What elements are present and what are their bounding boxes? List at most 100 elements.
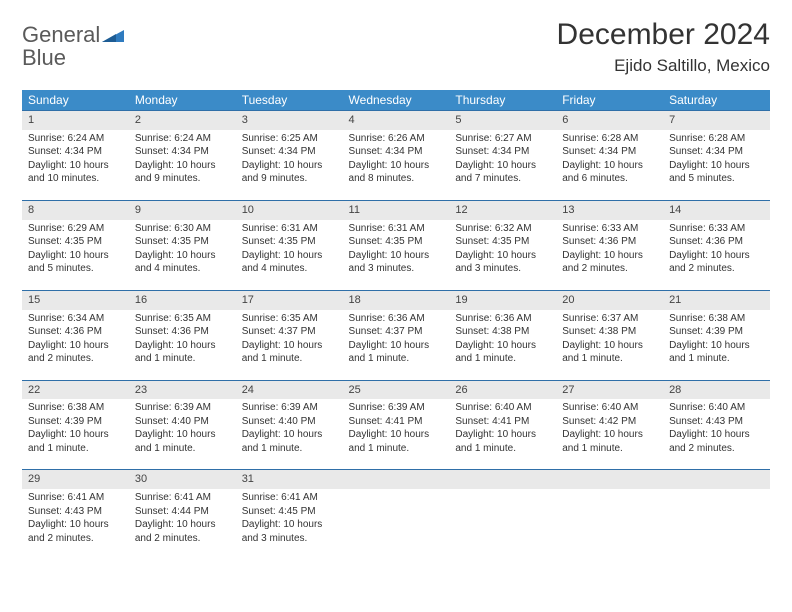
day-content: Sunrise: 6:33 AMSunset: 4:36 PMDaylight:… <box>556 220 663 284</box>
day-number: 6 <box>556 110 663 130</box>
day-cell: 18Sunrise: 6:36 AMSunset: 4:37 PMDayligh… <box>343 290 450 374</box>
daylight-text: Daylight: 10 hours and 3 minutes. <box>242 518 337 545</box>
day-number: 20 <box>556 290 663 310</box>
day-content: Sunrise: 6:38 AMSunset: 4:39 PMDaylight:… <box>22 399 129 463</box>
daylight-text: Daylight: 10 hours and 1 minute. <box>455 339 550 366</box>
sunset-text: Sunset: 4:36 PM <box>135 325 230 339</box>
day-content: Sunrise: 6:39 AMSunset: 4:40 PMDaylight:… <box>236 399 343 463</box>
sunrise-text: Sunrise: 6:31 AM <box>242 222 337 236</box>
sunrise-text: Sunrise: 6:37 AM <box>562 312 657 326</box>
day-cell: 23Sunrise: 6:39 AMSunset: 4:40 PMDayligh… <box>129 380 236 464</box>
day-header-row: Sunday Monday Tuesday Wednesday Thursday… <box>22 90 770 110</box>
daylight-text: Daylight: 10 hours and 1 minute. <box>135 339 230 366</box>
day-number: 13 <box>556 200 663 220</box>
day-content: Sunrise: 6:39 AMSunset: 4:40 PMDaylight:… <box>129 399 236 463</box>
daylight-text: Daylight: 10 hours and 4 minutes. <box>135 249 230 276</box>
day-cell: 15Sunrise: 6:34 AMSunset: 4:36 PMDayligh… <box>22 290 129 374</box>
sunset-text: Sunset: 4:34 PM <box>28 145 123 159</box>
daylight-text: Daylight: 10 hours and 4 minutes. <box>242 249 337 276</box>
sunset-text: Sunset: 4:35 PM <box>28 235 123 249</box>
day-number: 30 <box>129 469 236 489</box>
sunset-text: Sunset: 4:34 PM <box>349 145 444 159</box>
sunset-text: Sunset: 4:42 PM <box>562 415 657 429</box>
sunset-text: Sunset: 4:38 PM <box>455 325 550 339</box>
sunset-text: Sunset: 4:36 PM <box>669 235 764 249</box>
day-cell: 20Sunrise: 6:37 AMSunset: 4:38 PMDayligh… <box>556 290 663 374</box>
day-cell: 7Sunrise: 6:28 AMSunset: 4:34 PMDaylight… <box>663 110 770 194</box>
day-cell: 10Sunrise: 6:31 AMSunset: 4:35 PMDayligh… <box>236 200 343 284</box>
daylight-text: Daylight: 10 hours and 1 minute. <box>562 428 657 455</box>
day-number: 4 <box>343 110 450 130</box>
daylight-text: Daylight: 10 hours and 1 minute. <box>242 339 337 366</box>
day-number: 27 <box>556 380 663 400</box>
sunrise-text: Sunrise: 6:32 AM <box>455 222 550 236</box>
sunrise-text: Sunrise: 6:36 AM <box>349 312 444 326</box>
sunrise-text: Sunrise: 6:29 AM <box>28 222 123 236</box>
daylight-text: Daylight: 10 hours and 1 minute. <box>349 339 444 366</box>
daylight-text: Daylight: 10 hours and 2 minutes. <box>562 249 657 276</box>
day-number: 21 <box>663 290 770 310</box>
day-number: 7 <box>663 110 770 130</box>
sunset-text: Sunset: 4:43 PM <box>669 415 764 429</box>
sunrise-text: Sunrise: 6:24 AM <box>28 132 123 146</box>
sunset-text: Sunset: 4:41 PM <box>455 415 550 429</box>
day-number: 14 <box>663 200 770 220</box>
sunrise-text: Sunrise: 6:35 AM <box>242 312 337 326</box>
day-number: 9 <box>129 200 236 220</box>
daylight-text: Daylight: 10 hours and 2 minutes. <box>669 249 764 276</box>
header: General Blue December 2024 Ejido Saltill… <box>22 18 770 76</box>
day-number: 8 <box>22 200 129 220</box>
daylight-text: Daylight: 10 hours and 2 minutes. <box>669 428 764 455</box>
week-row: 29Sunrise: 6:41 AMSunset: 4:43 PMDayligh… <box>22 469 770 553</box>
sunset-text: Sunset: 4:40 PM <box>135 415 230 429</box>
sunset-text: Sunset: 4:35 PM <box>242 235 337 249</box>
sunrise-text: Sunrise: 6:39 AM <box>242 401 337 415</box>
day-cell: 13Sunrise: 6:33 AMSunset: 4:36 PMDayligh… <box>556 200 663 284</box>
sunrise-text: Sunrise: 6:30 AM <box>135 222 230 236</box>
day-cell: 28Sunrise: 6:40 AMSunset: 4:43 PMDayligh… <box>663 380 770 464</box>
sunset-text: Sunset: 4:45 PM <box>242 505 337 519</box>
day-number: 18 <box>343 290 450 310</box>
day-cell: 22Sunrise: 6:38 AMSunset: 4:39 PMDayligh… <box>22 380 129 464</box>
day-content: Sunrise: 6:24 AMSunset: 4:34 PMDaylight:… <box>129 130 236 194</box>
daylight-text: Daylight: 10 hours and 7 minutes. <box>455 159 550 186</box>
sunrise-text: Sunrise: 6:35 AM <box>135 312 230 326</box>
day-cell: 31Sunrise: 6:41 AMSunset: 4:45 PMDayligh… <box>236 469 343 553</box>
day-content: Sunrise: 6:25 AMSunset: 4:34 PMDaylight:… <box>236 130 343 194</box>
day-cell <box>449 469 556 553</box>
sunrise-text: Sunrise: 6:38 AM <box>669 312 764 326</box>
day-cell <box>343 469 450 553</box>
day-cell: 27Sunrise: 6:40 AMSunset: 4:42 PMDayligh… <box>556 380 663 464</box>
day-cell: 1Sunrise: 6:24 AMSunset: 4:34 PMDaylight… <box>22 110 129 194</box>
sunrise-text: Sunrise: 6:39 AM <box>349 401 444 415</box>
daylight-text: Daylight: 10 hours and 8 minutes. <box>349 159 444 186</box>
title-block: December 2024 Ejido Saltillo, Mexico <box>557 18 770 76</box>
day-content: Sunrise: 6:38 AMSunset: 4:39 PMDaylight:… <box>663 310 770 374</box>
daylight-text: Daylight: 10 hours and 5 minutes. <box>669 159 764 186</box>
day-number: 29 <box>22 469 129 489</box>
dow-wednesday: Wednesday <box>343 90 450 110</box>
day-cell: 2Sunrise: 6:24 AMSunset: 4:34 PMDaylight… <box>129 110 236 194</box>
sunrise-text: Sunrise: 6:27 AM <box>455 132 550 146</box>
day-number: 3 <box>236 110 343 130</box>
day-content: Sunrise: 6:33 AMSunset: 4:36 PMDaylight:… <box>663 220 770 284</box>
sunrise-text: Sunrise: 6:33 AM <box>562 222 657 236</box>
day-content: Sunrise: 6:34 AMSunset: 4:36 PMDaylight:… <box>22 310 129 374</box>
daylight-text: Daylight: 10 hours and 2 minutes. <box>135 518 230 545</box>
sunrise-text: Sunrise: 6:26 AM <box>349 132 444 146</box>
day-number: 19 <box>449 290 556 310</box>
logo-triangle-icon <box>102 28 124 47</box>
sunrise-text: Sunrise: 6:34 AM <box>28 312 123 326</box>
daylight-text: Daylight: 10 hours and 1 minute. <box>135 428 230 455</box>
day-cell: 14Sunrise: 6:33 AMSunset: 4:36 PMDayligh… <box>663 200 770 284</box>
calendar-table: Sunday Monday Tuesday Wednesday Thursday… <box>22 90 770 553</box>
sunset-text: Sunset: 4:34 PM <box>455 145 550 159</box>
daylight-text: Daylight: 10 hours and 10 minutes. <box>28 159 123 186</box>
day-cell: 4 Sunrise: 6:26 AMSunset: 4:34 PMDaylight… <box>343 110 450 194</box>
day-cell: 6Sunrise: 6:28 AMSunset: 4:34 PMDaylight… <box>556 110 663 194</box>
day-content: Sunrise: 6:29 AMSunset: 4:35 PMDaylight:… <box>22 220 129 284</box>
daylight-text: Daylight: 10 hours and 2 minutes. <box>28 518 123 545</box>
sunset-text: Sunset: 4:37 PM <box>242 325 337 339</box>
day-content: Sunrise: 6:40 AMSunset: 4:43 PMDaylight:… <box>663 399 770 463</box>
day-content: Sunrise: 6:36 AMSunset: 4:37 PMDaylight:… <box>343 310 450 374</box>
